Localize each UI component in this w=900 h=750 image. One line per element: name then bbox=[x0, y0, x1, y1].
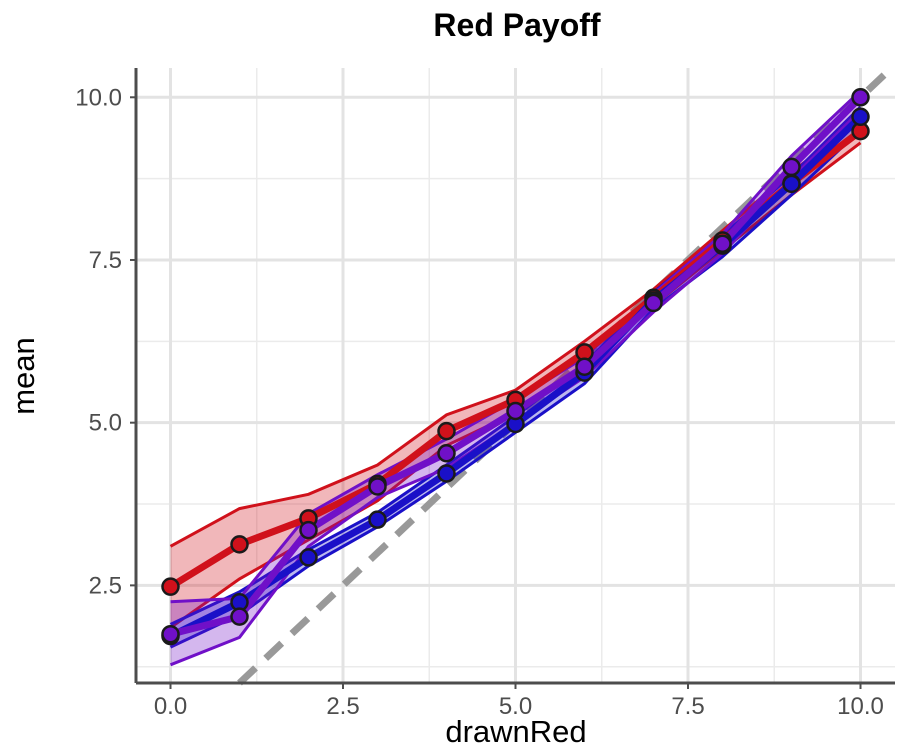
y-axis-title: mean bbox=[6, 337, 41, 415]
tick-labels: 0.0 2.5 5.0 7.5 10.0 2.5 5.0 7.5 10.0 bbox=[75, 84, 884, 720]
data-point-1 bbox=[368, 510, 387, 529]
data-point-2 bbox=[437, 444, 456, 463]
x-tick-label: 5.0 bbox=[499, 693, 532, 720]
data-point-2 bbox=[851, 88, 870, 107]
data-point-0 bbox=[230, 535, 249, 554]
data-point-1 bbox=[782, 174, 801, 194]
data-point-2 bbox=[782, 157, 801, 177]
data-point-1 bbox=[437, 464, 456, 483]
chart-title: Red Payoff bbox=[433, 7, 600, 43]
data-point-1 bbox=[851, 107, 870, 127]
x-tick-label: 7.5 bbox=[671, 693, 704, 720]
data-point-2 bbox=[230, 607, 249, 626]
data-point-2 bbox=[506, 401, 525, 421]
data-point-2 bbox=[299, 520, 318, 540]
x-tick-label: 10.0 bbox=[837, 693, 884, 720]
data-point-0 bbox=[161, 577, 180, 596]
y-tick-label: 7.5 bbox=[89, 247, 122, 274]
axes bbox=[130, 68, 895, 689]
data-point-2 bbox=[644, 293, 663, 313]
data-point-2 bbox=[713, 234, 732, 253]
data-point-1 bbox=[299, 548, 318, 567]
x-tick-label: 2.5 bbox=[326, 693, 359, 720]
y-tick-label: 2.5 bbox=[89, 572, 122, 599]
data-point-0 bbox=[437, 421, 456, 441]
x-axis-title: drawnRed bbox=[445, 714, 586, 749]
data-point-2 bbox=[161, 624, 180, 644]
data-point-2 bbox=[368, 477, 387, 496]
y-tick-label: 10.0 bbox=[75, 84, 122, 111]
series-points bbox=[161, 88, 870, 646]
y-tick-label: 5.0 bbox=[89, 410, 122, 437]
data-point-2 bbox=[575, 357, 594, 376]
x-tick-label: 0.0 bbox=[154, 693, 187, 720]
band-upper-edge-0 bbox=[169, 118, 862, 548]
